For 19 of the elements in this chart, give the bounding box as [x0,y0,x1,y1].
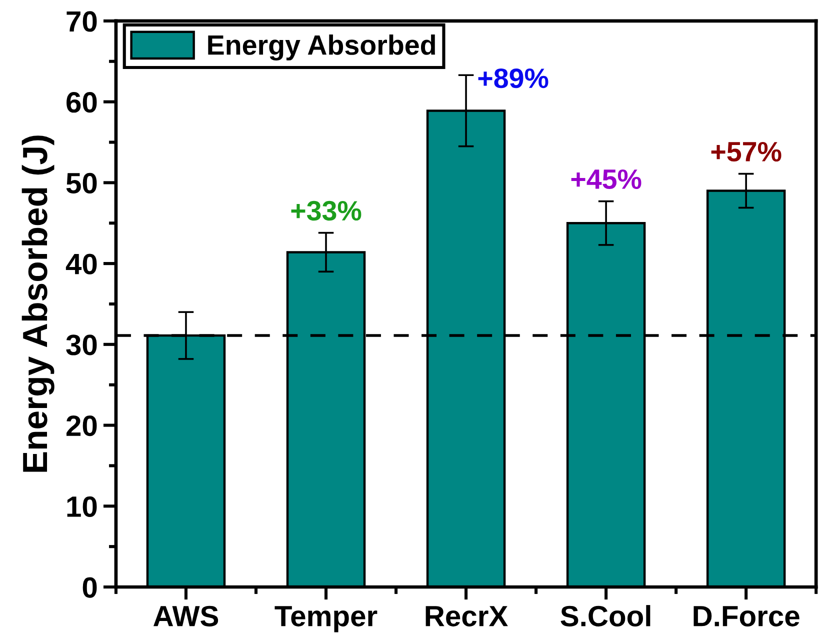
annotation: +57% [711,142,782,162]
annotation: +45% [571,169,642,190]
y-tick-label: 30 [66,334,97,356]
y-tick-label: 70 [66,11,97,32]
y-tick-label: 20 [66,415,97,436]
x-tick-label: AWS [153,606,218,626]
y-tick-label: 60 [66,92,97,113]
y-tick-label: 0 [82,577,97,598]
y-axis-title: Energy Absorbed (J) [22,136,54,472]
y-tick-label: 50 [66,172,97,194]
x-tick-label: Temper [274,606,378,632]
x-tick-label: RecrX [426,606,508,626]
legend-label: Energy Absorbed [208,34,435,61]
y-tick-label: 40 [66,254,97,274]
x-tick-label: D.Force [694,606,800,626]
annotation: +33% [291,200,362,221]
annotation: +89% [478,68,548,88]
y-tick-label: 10 [67,496,97,517]
x-tick-label: S.Cool [560,605,650,626]
